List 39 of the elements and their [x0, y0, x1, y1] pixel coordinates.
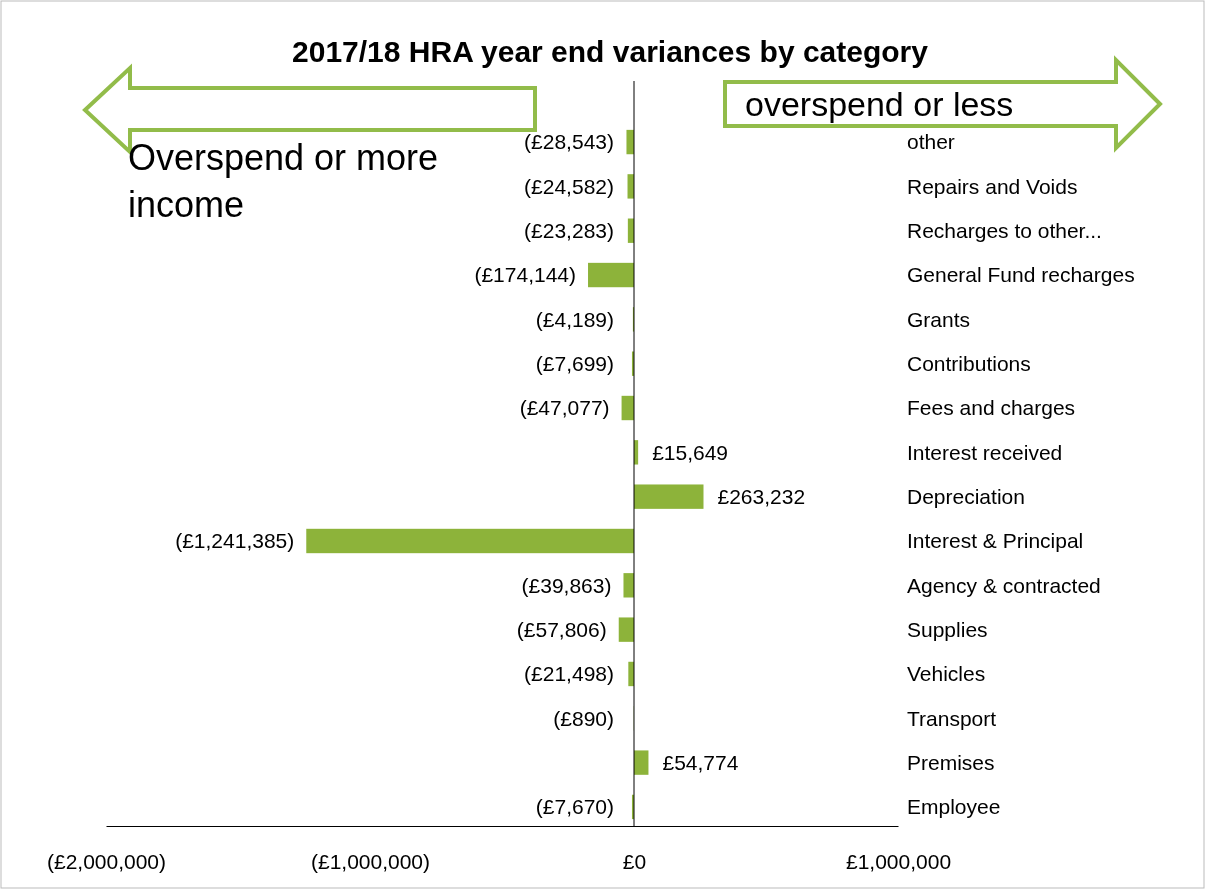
data-label: (£28,543) [524, 130, 614, 154]
chart-title: 2017/18 HRA year end variances by category [292, 35, 929, 68]
data-label: (£7,699) [535, 352, 614, 376]
data-label: (£7,670) [535, 795, 614, 819]
y-tick-label: Contributions [907, 352, 1031, 376]
x-tick-label: (£2,000,000) [46, 849, 167, 873]
y-tick-label: Depreciation [907, 485, 1025, 509]
data-label: (£57,806) [516, 617, 607, 641]
data-label: (£890) [553, 706, 614, 730]
data-label: (£23,283) [524, 219, 614, 243]
y-tick-label: Premises [907, 750, 995, 774]
data-label: (£24,582) [524, 174, 614, 198]
y-tick-label: Fees and charges [907, 396, 1076, 420]
annotation: Overspend or more income [128, 137, 439, 225]
y-tick-label: other [907, 130, 955, 154]
data-label: (£1,241,385) [175, 529, 295, 553]
y-tick-label: Interest & Principal [907, 529, 1084, 553]
y-tick-label: Interest received [907, 440, 1063, 464]
y-tick-label: Repairs and Voids [907, 174, 1078, 198]
y-tick-label: Vehicles [907, 662, 986, 686]
y-tick-label: Grants [907, 307, 971, 331]
x-tick-label: (£1,000,000) [310, 849, 431, 873]
y-tick-label: Recharges to other... [907, 219, 1102, 243]
x-tick-label: £1,000,000 [845, 849, 952, 873]
data-label: (£4,189) [535, 307, 614, 331]
data-label: (£174,144) [474, 263, 577, 287]
data-label: £15,649 [652, 440, 729, 464]
data-label: (£21,498) [524, 662, 614, 686]
data-label: £54,774 [662, 750, 739, 774]
y-tick-label: Employee [907, 795, 1001, 819]
data-label: £263,232 [717, 485, 806, 509]
y-tick-label: Supplies [907, 617, 988, 641]
data-label: (£47,077) [519, 396, 610, 420]
data-label: (£39,863) [521, 573, 612, 597]
y-tick-label: General Fund recharges [907, 263, 1135, 287]
y-tick-label: Transport [907, 706, 997, 730]
y-tick-label: Agency & contracted [907, 573, 1101, 597]
x-tick-label: £0 [622, 849, 647, 873]
annotation: overspend or less [745, 85, 1014, 123]
